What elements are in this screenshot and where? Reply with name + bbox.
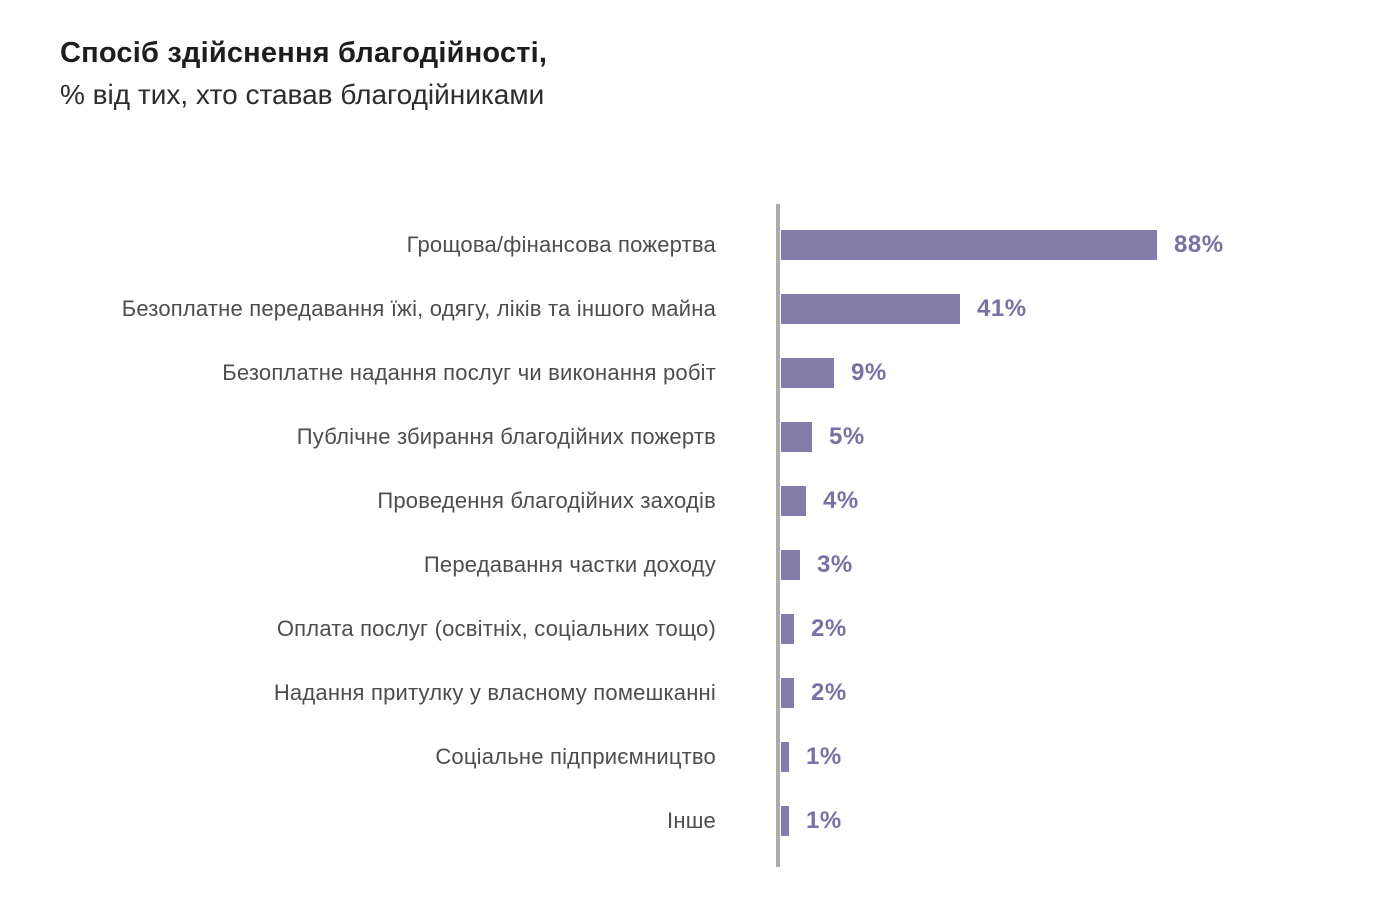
bar-wrap: 4% [781, 486, 859, 516]
category-label: Оплата послуг (освітніх, соціальних тощо… [276, 616, 716, 641]
bar-row: Надання притулку у власному помешканні 2… [0, 661, 1388, 725]
bar [781, 358, 834, 388]
bar-row: Передавання частки доходу 3% [0, 533, 1388, 597]
category-label: Безоплатне надання послуг чи виконання р… [222, 360, 716, 385]
value-label: 1% [806, 807, 842, 834]
bar-row: Публічне збирання благодійних пожертв 5% [0, 405, 1388, 469]
chart-header: Спосіб здійснення благодійності, % від т… [60, 36, 547, 111]
bar-wrap: 2% [781, 678, 847, 708]
value-label: 41% [977, 295, 1027, 322]
bar-wrap: 5% [781, 422, 865, 452]
bar-row: Оплата послуг (освітніх, соціальних тощо… [0, 597, 1388, 661]
value-label: 4% [823, 487, 859, 514]
bar [781, 614, 794, 644]
category-label: Безоплатне передавання їжі, одягу, ліків… [121, 296, 716, 321]
bar-chart: Грощова/фінансова пожертва 88% Безоплатн… [0, 204, 1388, 867]
value-label: 88% [1174, 231, 1224, 258]
bar-wrap: 9% [781, 358, 887, 388]
value-label: 9% [851, 359, 887, 386]
bar-row: Безоплатне надання послуг чи виконання р… [0, 341, 1388, 405]
value-label: 5% [829, 423, 865, 450]
value-label: 1% [806, 743, 842, 770]
category-label: Публічне збирання благодійних пожертв [296, 424, 716, 449]
bar-row: Грощова/фінансова пожертва 88% [0, 213, 1388, 277]
bar-row: Інше 1% [0, 789, 1388, 853]
bar [781, 550, 800, 580]
category-label: Надання притулку у власному помешканні [273, 680, 716, 705]
bar-wrap: 1% [781, 742, 842, 772]
bar [781, 230, 1157, 260]
bar-row: Проведення благодійних заходів 4% [0, 469, 1388, 533]
category-label: Передавання частки доходу [423, 552, 716, 577]
bar-wrap: 2% [781, 614, 847, 644]
bar-row: Безоплатне передавання їжі, одягу, ліків… [0, 277, 1388, 341]
category-label: Проведення благодійних заходів [377, 488, 716, 513]
value-label: 2% [811, 679, 847, 706]
category-label: Інше [667, 808, 716, 833]
value-label: 2% [811, 615, 847, 642]
category-label: Грощова/фінансова пожертва [406, 232, 716, 257]
bar [781, 806, 789, 836]
bar-rows: Грощова/фінансова пожертва 88% Безоплатн… [0, 213, 1388, 853]
bar-wrap: 3% [781, 550, 853, 580]
bar [781, 422, 812, 452]
bar [781, 678, 794, 708]
chart-subtitle: % від тих, хто ставав благодійниками [60, 79, 545, 110]
bar [781, 294, 960, 324]
bar-wrap: 88% [781, 230, 1224, 260]
bar-row: Соціальне підприємництво 1% [0, 725, 1388, 789]
bar [781, 742, 789, 772]
bar-wrap: 1% [781, 806, 842, 836]
chart-title: Спосіб здійснення благодійності, [60, 37, 548, 69]
bar-wrap: 41% [781, 294, 1027, 324]
bar [781, 486, 806, 516]
category-label: Соціальне підприємництво [435, 744, 716, 769]
y-axis-line [776, 204, 780, 867]
value-label: 3% [817, 551, 853, 578]
